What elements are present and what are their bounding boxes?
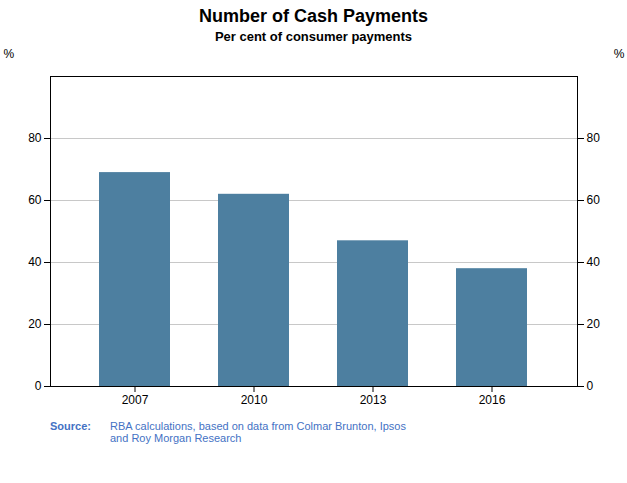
svg-text:80: 80 [587,131,601,145]
svg-text:2007: 2007 [122,393,149,407]
svg-text:2016: 2016 [479,393,506,407]
svg-text:40: 40 [587,255,601,269]
html-text:Number of Cash Payments: Number of Cash Payments [199,6,428,26]
svg-text:60: 60 [587,193,601,207]
html-text:Source:: Source: [50,420,91,432]
svg-text:40: 40 [28,255,42,269]
svg-text:60: 60 [28,193,42,207]
svg-text:0: 0 [587,379,594,393]
svg-text:20: 20 [28,317,42,331]
svg-text:2010: 2010 [241,393,268,407]
svg-text:0: 0 [35,379,42,393]
svg-text:%: % [4,47,15,61]
html-text:RBA calculations, based on dat: RBA calculations, based on data from Col… [110,420,406,432]
svg-text:80: 80 [28,131,42,145]
svg-text:%: % [614,47,625,61]
svg-text:20: 20 [587,317,601,331]
html-text:Per cent of consumer payments: Per cent of consumer payments [214,29,413,44]
svg-text:2013: 2013 [360,393,387,407]
html-text:and Roy Morgan Research: and Roy Morgan Research [110,432,242,444]
